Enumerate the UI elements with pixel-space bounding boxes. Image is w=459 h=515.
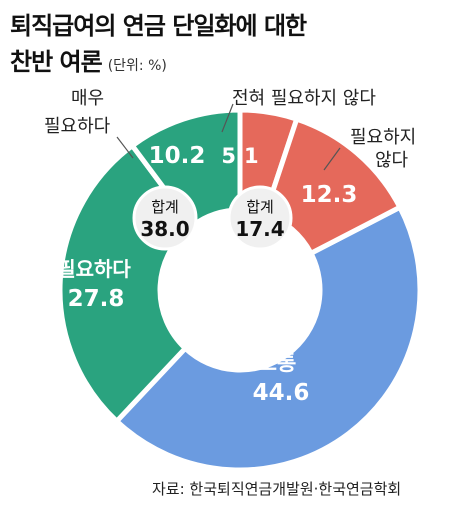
label-not-needed-line1: 필요하지 (350, 127, 416, 148)
label-very-needed-line2: 필요하다 (44, 116, 111, 137)
label-not-needed-line2: 않다 (375, 150, 409, 171)
unit-label: (단위: %) (107, 58, 167, 74)
slice-neutral (113, 203, 423, 473)
source-note: 자료: 한국퇴직연금개발원·한국연금학회 (152, 480, 402, 498)
total-value-oppose: 17.4 (235, 217, 284, 241)
slice-value-needed: 27.8 (68, 286, 125, 312)
label-strongly-not-needed: 전혀 필요하지 않다 (232, 88, 376, 109)
chart-title-line2: 찬반 여론 (단위: %) (10, 42, 167, 77)
slice-label-needed-name: 필요하다 (57, 257, 131, 281)
connector-line-oppose-strong (221, 103, 234, 133)
slice-label-neutral-name: 보통 (258, 351, 297, 375)
connector-line-oppose (323, 147, 341, 171)
slice-value-not-needed: 12.3 (301, 182, 358, 208)
connector-line-very-needed (116, 136, 134, 159)
total-label-support: 합계 (151, 198, 179, 216)
total-value-support: 38.0 (140, 217, 189, 241)
label-very-needed-line1: 매우 (71, 88, 104, 109)
total-label-oppose: 합계 (246, 198, 274, 216)
total-bubble-support (132, 185, 198, 251)
slice-value-strongly-not-needed: 5.1 (221, 144, 258, 168)
slice-value-neutral: 44.6 (253, 380, 310, 406)
slice-value-very-needed: 10.2 (149, 143, 206, 169)
chart-title-text: 찬반 여론 (10, 48, 103, 76)
total-bubble-oppose (227, 185, 293, 251)
chart-title-line1: 퇴직급여의 연금 단일화에 대한 (10, 12, 307, 40)
